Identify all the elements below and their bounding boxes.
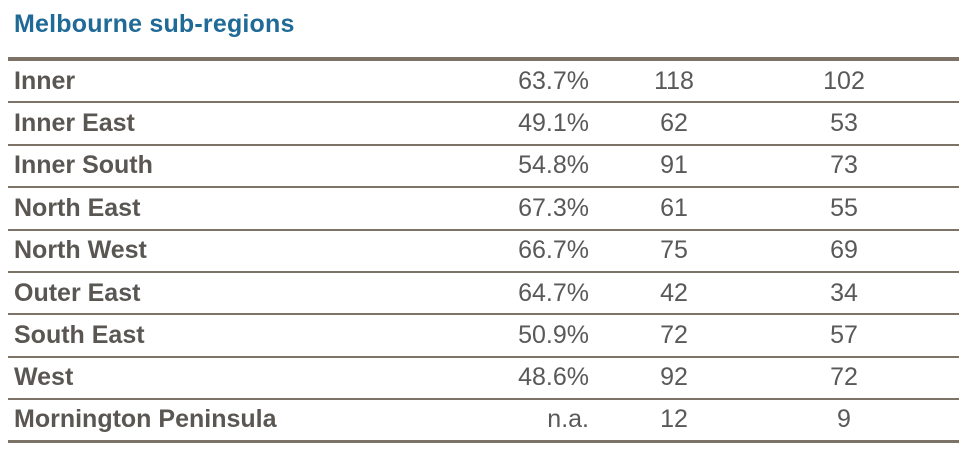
table-title: Melbourne sub-regions (14, 10, 295, 38)
first-count-value: 72 (660, 321, 688, 350)
table-row: Outer East 64.7% 42 34 (8, 273, 959, 316)
table-row: North West 66.7% 75 69 (8, 231, 959, 273)
first-count-value: 61 (660, 193, 688, 222)
percentage-value: 64.7% (518, 278, 589, 307)
table-row: Inner East 49.1% 62 53 (8, 103, 959, 146)
second-count-value: 9 (837, 405, 851, 434)
region-name: Inner East (14, 109, 135, 138)
percentage-value: 50.9% (518, 321, 589, 350)
second-count-value: 53 (830, 109, 858, 138)
region-name: Inner (14, 66, 76, 95)
first-count-value: 118 (654, 66, 694, 95)
table-row: North East 67.3% 61 55 (8, 188, 959, 231)
second-count-value: 73 (830, 151, 858, 180)
subregion-table: Inner 63.7% 118 102 Inner East 49.1% 62 … (8, 57, 959, 443)
table-row: West 48.6% 92 72 (8, 358, 959, 401)
percentage-value: 67.3% (518, 193, 589, 222)
percentage-value: 48.6% (518, 363, 589, 392)
first-count-value: 42 (660, 278, 688, 307)
region-name: North West (14, 236, 147, 265)
percentage-value: 63.7% (518, 66, 589, 95)
table-row: Mornington Peninsula n.a. 12 9 (8, 400, 959, 443)
second-count-value: 69 (830, 236, 858, 265)
first-count-value: 62 (660, 109, 688, 138)
first-count-value: 92 (660, 363, 688, 392)
region-name: West (14, 363, 74, 392)
second-count-value: 55 (830, 193, 858, 222)
region-name: South East (14, 321, 145, 350)
table-row: South East 50.9% 72 57 (8, 315, 959, 358)
first-count-value: 91 (660, 151, 688, 180)
region-name: North East (14, 193, 141, 222)
region-name: Inner South (14, 151, 153, 180)
second-count-value: 72 (830, 363, 858, 392)
first-count-value: 12 (660, 405, 688, 434)
percentage-value: 54.8% (518, 151, 589, 180)
percentage-value: 66.7% (518, 236, 589, 265)
region-name: Outer East (14, 278, 141, 307)
second-count-value: 34 (830, 278, 858, 307)
second-count-value: 57 (830, 321, 858, 350)
region-name: Mornington Peninsula (14, 405, 277, 434)
first-count-value: 75 (660, 236, 688, 265)
table-row: Inner 63.7% 118 102 (8, 61, 959, 104)
table-row: Inner South 54.8% 91 73 (8, 146, 959, 189)
second-count-value: 102 (823, 66, 865, 95)
percentage-value: 49.1% (518, 109, 589, 138)
percentage-value: n.a. (547, 405, 589, 434)
